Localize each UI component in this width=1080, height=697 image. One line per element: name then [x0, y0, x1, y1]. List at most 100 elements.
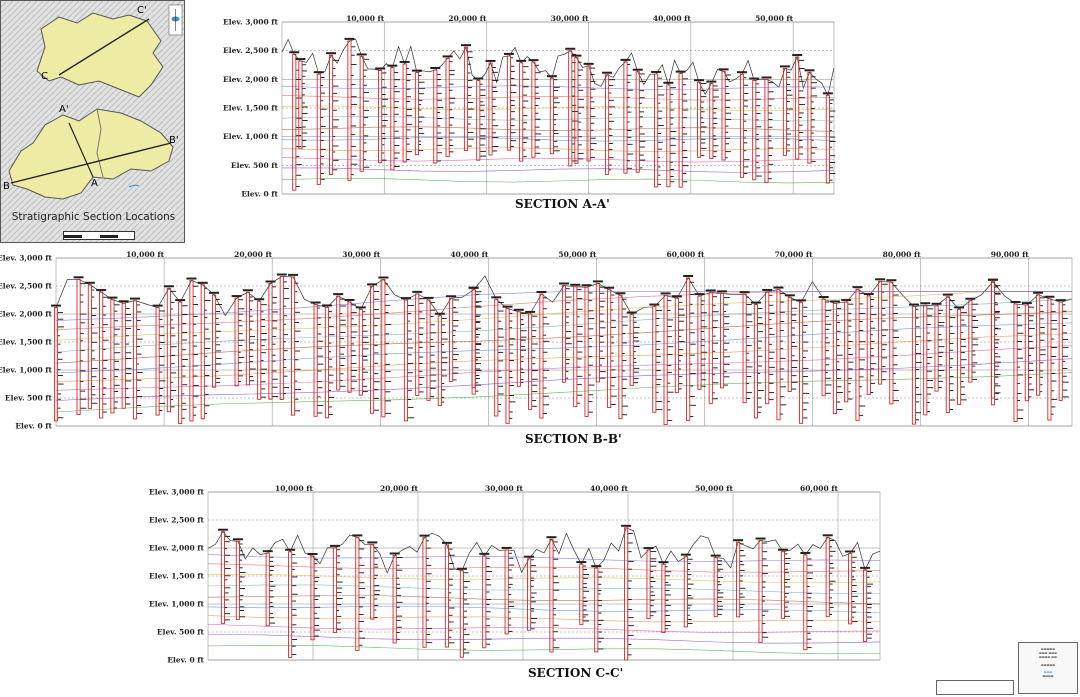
well-log	[632, 68, 646, 173]
well-log	[491, 296, 504, 417]
well-log	[1055, 299, 1069, 401]
well-log	[231, 295, 245, 387]
well-log	[717, 290, 730, 389]
well-log	[621, 524, 634, 661]
well-log	[965, 297, 979, 383]
horizon-line	[281, 126, 835, 132]
distance-label: 80,000 ft	[883, 250, 922, 259]
well-log	[288, 273, 302, 416]
section-b-b-prime: Elev. 3,000 ft Elev. 2,500 ft Elev. 2,000 …	[0, 250, 1074, 431]
well-log	[954, 306, 967, 406]
well-log	[446, 295, 459, 382]
well-log	[378, 276, 392, 418]
well-log	[528, 59, 542, 158]
elevation-label: Elev. 3,000 ft	[149, 488, 204, 497]
well-log	[863, 293, 877, 396]
horizon-line	[55, 322, 1073, 374]
elevation-label: Elev. 2,500 ft	[0, 282, 53, 291]
horizon-line	[55, 333, 1073, 382]
elevation-label: Elev. 3,000 ft	[223, 18, 278, 27]
well-log	[333, 293, 347, 391]
well-log	[285, 548, 298, 658]
well-log	[987, 278, 1001, 399]
distance-label: 60,000 ft	[800, 484, 839, 493]
well-log	[649, 303, 663, 413]
well-log	[1033, 291, 1046, 396]
well-log	[571, 54, 585, 164]
horizon-line	[207, 595, 881, 605]
well-log	[175, 299, 188, 425]
title-block: ▬▬▬▬▬ ▬▬▬ ▬▬▬ ▬▬▬▬ ▬▬ ▬▬▬▬▬ ▬▬▬ ▬▬▬▬	[1018, 642, 1078, 694]
well-log	[818, 296, 832, 397]
elevation-label: Elev. 0 ft	[167, 656, 204, 665]
well-log	[254, 298, 268, 400]
well-log	[265, 280, 279, 400]
horizon-line	[281, 116, 835, 122]
well-log	[503, 52, 517, 151]
distance-label: 90,000 ft	[991, 250, 1030, 259]
well-log	[822, 92, 836, 184]
distance-label: 40,000 ft	[653, 14, 692, 23]
well-log	[570, 283, 583, 408]
map-label-a-prime: A'	[59, 104, 69, 115]
well-log	[232, 538, 246, 620]
well-log	[779, 65, 793, 156]
well-log	[419, 534, 433, 648]
well-log	[473, 77, 487, 161]
well-log	[694, 79, 707, 158]
ground-profile	[207, 527, 881, 574]
well-log	[592, 280, 606, 383]
distance-label: 20,000 ft	[234, 250, 273, 259]
well-log	[651, 70, 665, 188]
well-log	[217, 528, 231, 624]
well-log	[329, 544, 343, 633]
horizon-line	[281, 95, 835, 101]
well-log	[485, 59, 499, 156]
well-log	[209, 291, 223, 388]
section-line-a	[68, 122, 94, 178]
map-label-b: B	[3, 181, 10, 192]
well-log	[399, 60, 413, 163]
elevation-label: Elev. 0 ft	[15, 422, 52, 431]
well-log	[755, 537, 769, 643]
well-log	[581, 284, 595, 417]
distance-label: 50,000 ft	[558, 250, 597, 259]
distance-label: 40,000 ft	[450, 250, 489, 259]
well-log	[583, 62, 597, 162]
distance-label: 70,000 ft	[775, 250, 814, 259]
well-log	[73, 276, 87, 415]
distance-label: 10,000 ft	[275, 484, 314, 493]
well-log	[344, 298, 358, 393]
horizon-line	[55, 291, 1072, 321]
well-log	[468, 286, 482, 395]
well-log	[602, 71, 616, 175]
well-log	[321, 304, 335, 419]
well-log	[920, 302, 934, 416]
distance-label: 30,000 ft	[551, 14, 590, 23]
well-log	[784, 294, 798, 392]
well-log	[1044, 295, 1058, 421]
horizon-line	[281, 136, 835, 142]
section-c-title: SECTION C-C'	[528, 666, 624, 680]
section-a-title: SECTION A-A'	[515, 197, 610, 211]
elevation-label: Elev. 500 ft	[157, 628, 205, 637]
map-label-a: A	[91, 178, 98, 189]
well-log	[355, 306, 369, 396]
well-log	[51, 304, 64, 422]
well-log	[1010, 301, 1024, 423]
well-log	[750, 301, 764, 419]
distance-label: 30,000 ft	[342, 250, 381, 259]
map-label-c-prime: C'	[137, 5, 147, 16]
well-log	[546, 536, 560, 653]
well-log	[845, 550, 858, 625]
elevation-label: Elev. 2,000 ft	[149, 544, 204, 553]
well-log	[516, 59, 530, 162]
horizon-line	[281, 167, 835, 173]
section-a-a-prime: Elev. 3,000 ft Elev. 2,500 ft Elev. 2,000 …	[222, 14, 842, 199]
well-log	[441, 541, 455, 648]
well-log	[822, 534, 836, 618]
well-log	[739, 291, 753, 404]
section-line-c	[58, 18, 150, 76]
well-log	[118, 300, 132, 409]
elevation-label: Elev. 2,500 ft	[149, 516, 204, 525]
